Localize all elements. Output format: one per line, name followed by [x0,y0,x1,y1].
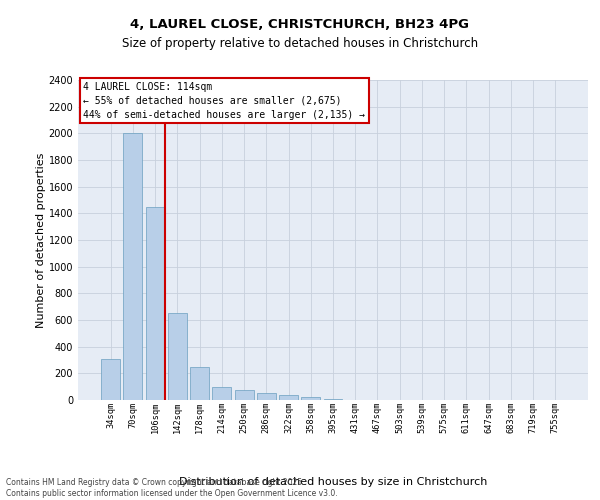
Bar [235,390,254,400]
Bar [124,134,142,400]
Text: Contains HM Land Registry data © Crown copyright and database right 2025.
Contai: Contains HM Land Registry data © Crown c… [6,478,338,498]
Bar [279,394,298,400]
Bar [190,366,209,400]
Bar [146,206,164,400]
Bar [101,360,120,400]
Bar [323,399,343,400]
Bar [168,314,187,400]
Bar [257,392,276,400]
Text: 4 LAUREL CLOSE: 114sqm
← 55% of detached houses are smaller (2,675)
44% of semi-: 4 LAUREL CLOSE: 114sqm ← 55% of detached… [83,82,365,120]
Bar [212,386,231,400]
Text: Size of property relative to detached houses in Christchurch: Size of property relative to detached ho… [122,38,478,51]
X-axis label: Distribution of detached houses by size in Christchurch: Distribution of detached houses by size … [179,478,487,488]
Text: 4, LAUREL CLOSE, CHRISTCHURCH, BH23 4PG: 4, LAUREL CLOSE, CHRISTCHURCH, BH23 4PG [131,18,470,30]
Bar [301,398,320,400]
Y-axis label: Number of detached properties: Number of detached properties [35,152,46,328]
